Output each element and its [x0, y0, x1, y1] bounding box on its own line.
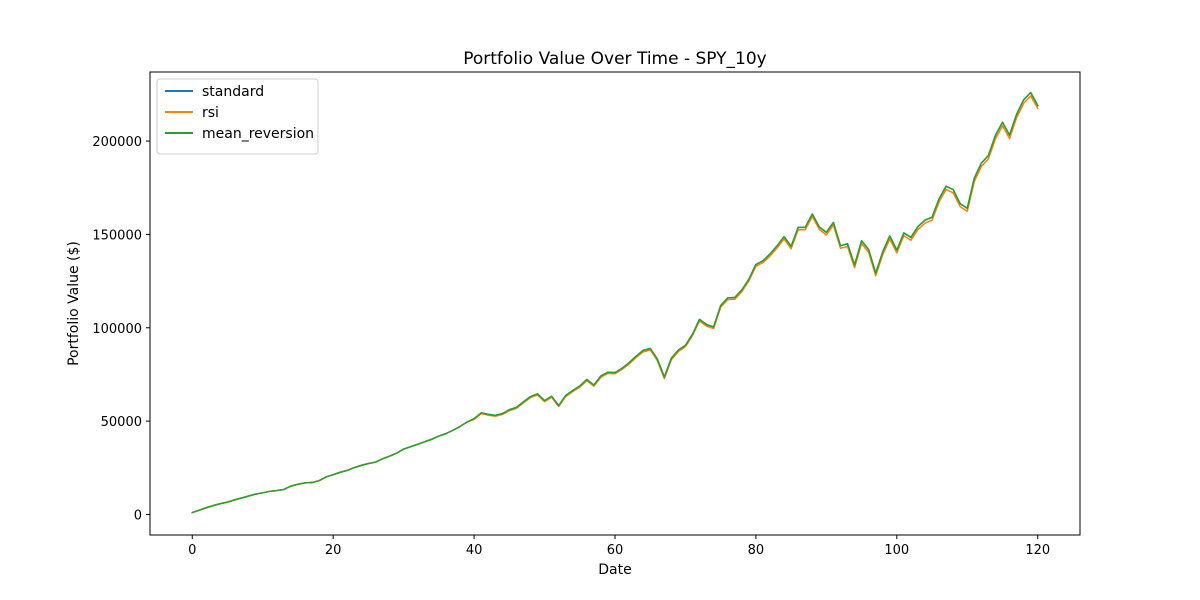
x-tick-label: 80 — [748, 543, 765, 558]
legend: standard rsi mean_reversion — [156, 78, 319, 155]
y-tick-label: 150000 — [92, 228, 142, 243]
y-axis-label: Portfolio Value ($) — [66, 241, 82, 366]
x-tick-label: 40 — [466, 543, 483, 558]
series-layer — [191, 91, 1039, 514]
x-tick-label: 120 — [1025, 543, 1050, 558]
x-tick-label: 60 — [607, 543, 624, 558]
x-tick-label: 100 — [884, 543, 909, 558]
x-axis: 0 20 40 60 80 100 120 — [188, 535, 1050, 558]
legend-label-standard: standard — [202, 84, 264, 100]
x-tick-label: 20 — [325, 543, 342, 558]
chart-title: Portfolio Value Over Time - SPY_10y — [463, 49, 767, 69]
legend-label-rsi: rsi — [202, 105, 219, 121]
y-axis: 0 50000 100000 150000 200000 — [92, 135, 150, 523]
y-tick-label: 50000 — [101, 415, 142, 430]
x-tick-label: 0 — [188, 543, 196, 558]
series-line-mean-reversion — [191, 91, 1039, 514]
y-tick-label: 100000 — [92, 322, 142, 337]
y-tick-label: 200000 — [92, 135, 142, 150]
y-tick-label: 0 — [134, 508, 142, 523]
x-axis-label: Date — [598, 562, 631, 578]
legend-box — [156, 78, 319, 155]
legend-label-mean-reversion: mean_reversion — [202, 126, 314, 142]
